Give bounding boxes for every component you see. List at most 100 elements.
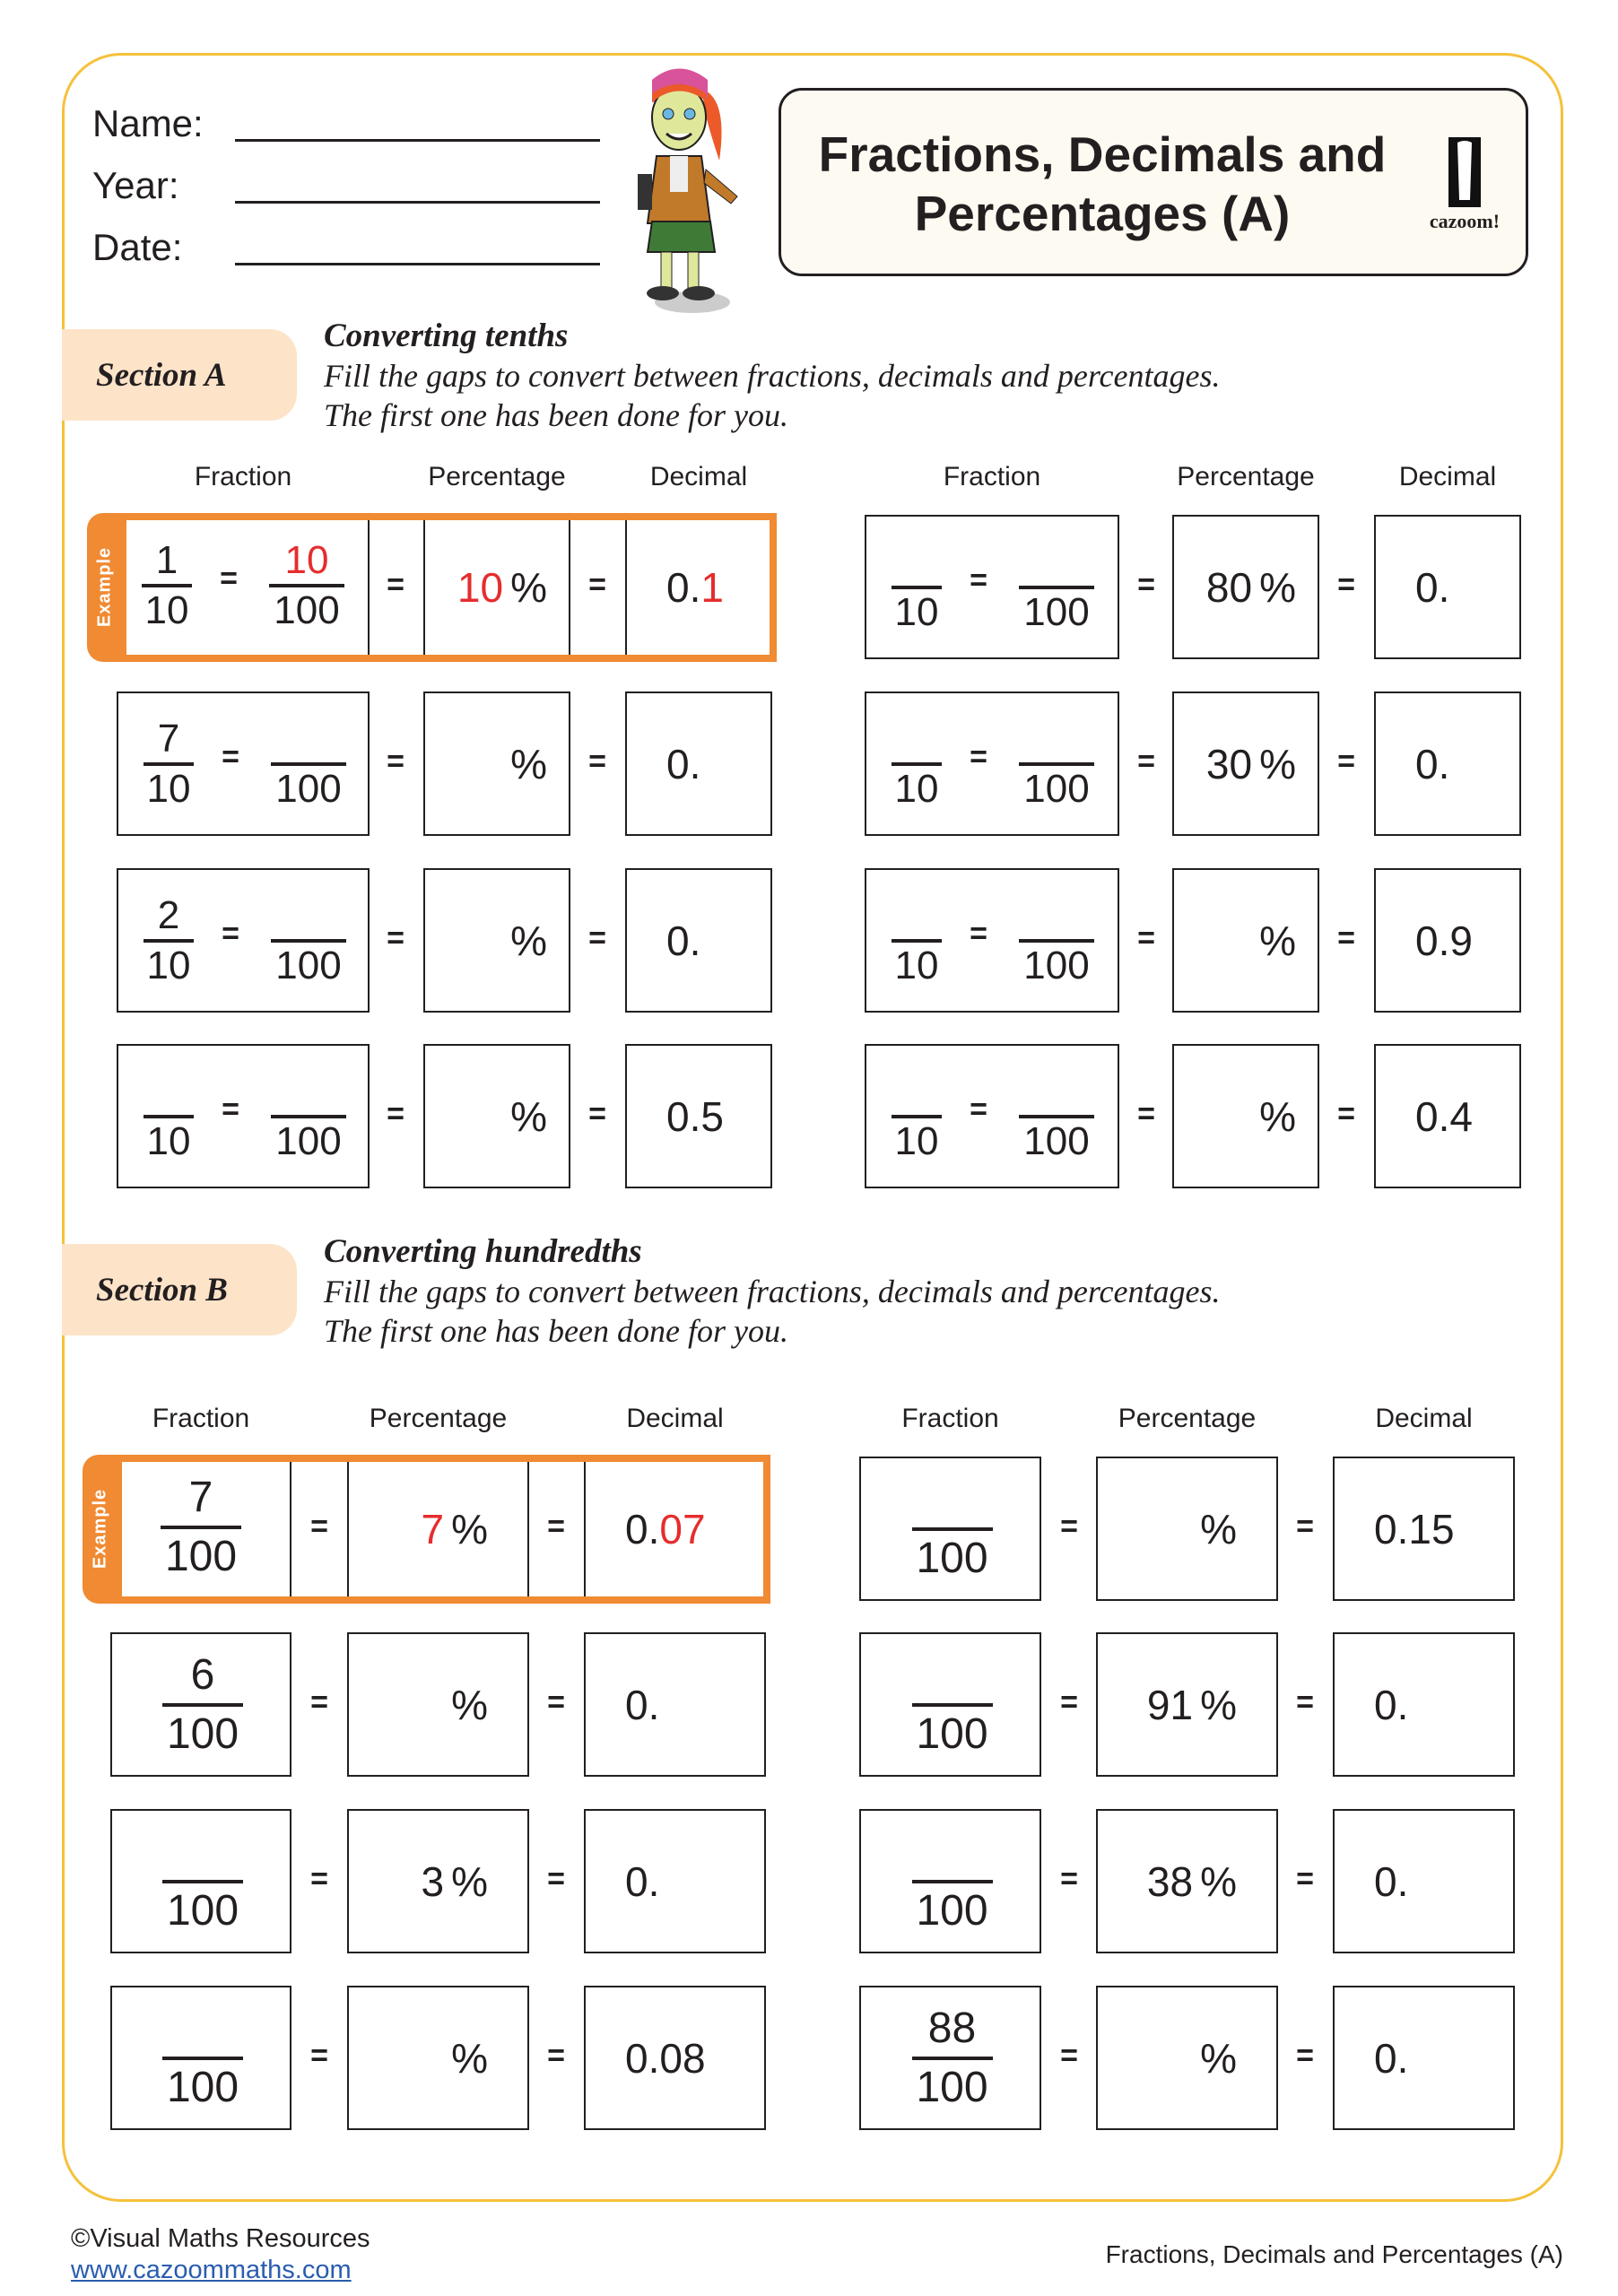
fraction-bar [271,762,346,766]
page-border [62,53,1563,2202]
fraction-bar [162,1703,243,1707]
decimal-box[interactable]: 0. [625,691,772,836]
fraction-denominator: 100 [274,588,340,632]
equals-sign: = [1137,744,1155,778]
percentage-value: 38 [1146,1857,1194,1905]
percentage-value: 91 [1146,1681,1194,1728]
decimal-box[interactable]: 0. [1333,1809,1515,1953]
percentage-box[interactable]: % [347,1986,529,2130]
percentage-box[interactable]: % [423,1044,570,1188]
column-header-decimal: Decimal [626,1404,724,1433]
decimal-value: 0. [1415,740,1450,787]
equals-sign: = [310,1684,328,1719]
date-field[interactable] [235,263,600,265]
equals-sign: = [310,1861,328,1896]
percentage-box: 80% [1172,515,1319,659]
equals-sign: = [1337,1096,1355,1131]
fraction-box: 2 10 = 100 [117,868,370,1013]
percentage-box[interactable]: % [347,1632,529,1777]
equals-sign: = [588,567,606,602]
column-header-fraction: Fraction [152,1404,250,1433]
percentage-box[interactable]: % [1172,868,1319,1013]
year-field[interactable] [235,201,600,204]
decimal-box[interactable]: 0. [584,1632,766,1777]
fraction-box: 10 = 100 [117,1044,370,1188]
percentage-box[interactable]: % [423,691,570,836]
equals-sign: = [970,917,987,951]
equals-sign: = [387,1096,404,1131]
example-label: Example [94,546,115,628]
equals-sign: = [1296,1509,1314,1544]
decimal-answer: 07 [659,1505,706,1552]
fraction-numerator: 88 [927,2005,977,2052]
fraction-box: 7 10 = 100 [117,691,370,836]
percentage-box[interactable]: % [1096,1457,1278,1601]
decimal-value: 0.15 [1374,1505,1455,1552]
equals-sign: = [220,561,238,596]
equals-sign: = [970,563,987,597]
column-header-decimal: Decimal [1398,462,1497,491]
percent-sign: % [1200,1681,1237,1728]
website-link[interactable]: www.cazoommaths.com [71,2256,352,2284]
equals-sign: = [1137,920,1155,955]
decimal-box[interactable]: 0. [584,1809,766,1953]
equals-sign: = [1296,1861,1314,1896]
decimal-box[interactable]: 0. [625,868,772,1013]
fraction-box: 88 100 [859,1986,1041,2130]
fraction-numerator: 10 [284,538,329,582]
equals-sign: = [310,2038,328,2073]
decimal-value: 0.08 [625,2034,706,2082]
percentage-box: 7% [347,1457,529,1601]
equals-sign: = [970,1092,987,1126]
percentage-box: 3% [347,1809,529,1953]
equals-sign: = [1296,1684,1314,1719]
decimal-value: 0.9 [1415,917,1473,964]
percentage-value: 10 [457,563,504,611]
percent-sign: % [1200,2034,1237,2082]
fraction-bar [1019,586,1094,589]
fraction-denominator: 100 [916,2064,988,2111]
section-b-instruction-1: Fill the gaps to convert between fractio… [324,1274,1221,1309]
fraction-denominator: 10 [146,944,191,987]
equals-sign: = [1060,1684,1078,1719]
copyright: ©Visual Maths Resources [71,2224,370,2253]
column-header-decimal: Decimal [1375,1404,1473,1433]
decimal-box[interactable]: 0. [1374,691,1521,836]
section-a-instructions: Converting tenths Fill the gaps to conve… [324,316,1220,435]
fraction-bar [1019,1115,1094,1118]
percentage-value: 7 [421,1505,445,1552]
fraction-bar [271,1115,346,1118]
logo-text: cazoom! [1429,210,1501,232]
decimal-box[interactable]: 0. 1 [625,515,772,659]
percent-sign: % [510,740,547,787]
equals-sign: = [1137,1096,1155,1131]
percent-sign: % [1259,563,1296,611]
decimal-box[interactable]: 0. 07 [584,1457,766,1601]
equals-sign: = [588,920,606,955]
decimal-box[interactable]: 0. [1333,1986,1515,2130]
column-header-fraction: Fraction [901,1404,999,1433]
decimal-value: 0. [625,1857,660,1905]
fraction-denominator: 100 [916,1710,988,1758]
decimal-box[interactable]: 0. [1374,515,1521,659]
decimal-value: 0. [1374,1681,1409,1728]
fraction-bar [162,2057,243,2060]
percentage-box[interactable]: % [423,868,570,1013]
fraction-box: 10 = 100 [865,691,1119,836]
percentage-box: 10% [423,515,570,659]
equals-sign: = [1296,2038,1314,2073]
column-header-percentage: Percentage [369,1404,508,1433]
decimal-box[interactable]: 0. [1333,1632,1515,1777]
column-header-percentage: Percentage [1118,1404,1257,1433]
percentage-box[interactable]: % [1096,1986,1278,2130]
decimal-box: 0.4 [1374,1044,1521,1188]
name-field[interactable] [235,139,600,142]
percent-sign: % [451,1681,488,1728]
decimal-value: 0. [1374,1857,1409,1905]
fraction-numerator: 1 [155,538,178,582]
fraction-denominator: 100 [166,1887,239,1935]
fraction-bar [144,762,194,766]
fraction-denominator: 10 [146,1119,191,1163]
percentage-box[interactable]: % [1172,1044,1319,1188]
fraction-numerator: 2 [157,893,180,937]
